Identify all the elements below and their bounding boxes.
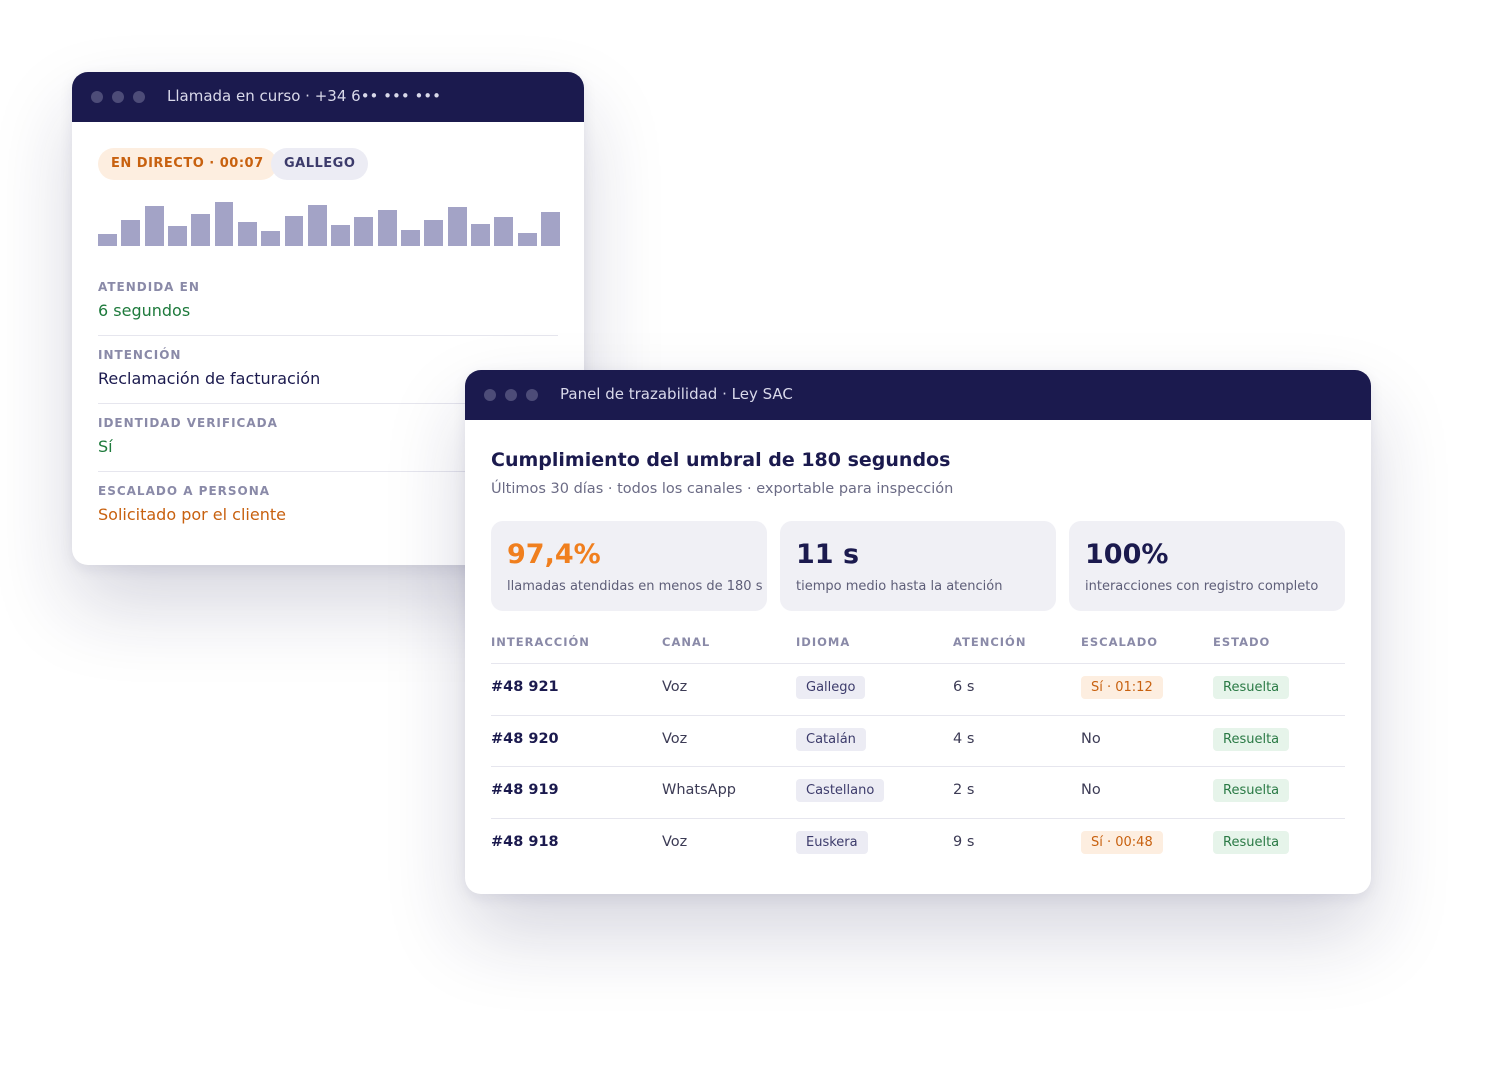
table-cell: #48 918 (491, 833, 559, 850)
window-dot (133, 91, 145, 103)
table-cell: #48 920 (491, 730, 559, 747)
table-cell: Euskera (796, 830, 868, 854)
field-divider (98, 335, 558, 336)
window-title: Llamada en curso · +34 6•• ••• ••• (167, 87, 442, 105)
stat-card: 97,4% llamadas atendidas en menos de 180 … (491, 521, 767, 611)
field-label: INTENCIÓN (98, 348, 182, 362)
field-label: ATENDIDA EN (98, 280, 200, 294)
column-header: ESCALADO (1081, 635, 1159, 649)
table-cell: Sí · 00:48 (1081, 830, 1163, 854)
column-header: CANAL (662, 635, 711, 649)
table-cell: Voz (662, 833, 688, 850)
panel-subheading: Últimos 30 días · todos los canales · ex… (491, 481, 954, 497)
window-dot (91, 91, 103, 103)
stat-label: llamadas atendidas en menos de 180 s (507, 579, 763, 594)
window-title: Panel de trazabilidad · Ley SAC (560, 385, 793, 403)
row-divider (491, 817, 1345, 819)
column-header: INTERACCIÓN (491, 635, 590, 649)
row-divider (491, 714, 1345, 716)
field-value: 6 segundos (98, 301, 191, 320)
row-divider (491, 766, 1345, 767)
column-header: ESTADO (1213, 635, 1271, 649)
live-badge: EN DIRECTO · 00:07 (98, 148, 277, 180)
table-cell: 9 s (953, 833, 975, 850)
field-value: Solicitado por el cliente (98, 505, 286, 524)
stat-card: 100% interacciones con registro completo (1069, 521, 1345, 611)
stat-value: 97,4% (507, 539, 601, 570)
language-badge: GALLEGO (271, 148, 369, 180)
column-header: IDIOMA (796, 635, 851, 649)
table-cell: Resuelta (1213, 830, 1290, 854)
table-cell: Voz (662, 730, 688, 747)
field-divider (98, 471, 558, 472)
stat-value: 11 s (796, 539, 860, 570)
stat-label: tiempo medio hasta la atención (796, 579, 1003, 594)
title-bar: Panel de trazabilidad · Ley SAC (465, 370, 1371, 420)
window-dot (526, 389, 538, 401)
table-cell: 4 s (953, 730, 975, 747)
stat-value: 100% (1085, 539, 1169, 570)
window-dot (505, 389, 517, 401)
field-value: Sí (98, 437, 113, 456)
table-cell: Catalán (796, 727, 866, 751)
table-cell: 6 s (953, 679, 975, 695)
column-header: ATENCIÓN (953, 635, 1027, 649)
stat-label: interacciones con registro completo (1085, 579, 1319, 594)
audio-waveform (98, 200, 560, 246)
panel-window: Panel de trazabilidad · Ley SAC Cumplimi… (465, 370, 1371, 894)
table-cell: Resuelta (1213, 676, 1290, 699)
field-label: IDENTIDAD VERIFICADA (98, 416, 278, 430)
window-dot (484, 389, 496, 401)
table-cell: 2 s (953, 782, 975, 798)
table-cell: Resuelta (1213, 779, 1290, 802)
table-cell: Castellano (796, 779, 885, 802)
row-divider (491, 663, 1345, 664)
panel-heading: Cumplimiento del umbral de 180 segundos (491, 449, 951, 471)
call-window: Llamada en curso · +34 6•• ••• ••• EN DI… (72, 72, 584, 565)
field-divider (98, 403, 558, 404)
table-cell: #48 919 (491, 782, 559, 798)
title-bar: Llamada en curso · +34 6•• ••• ••• (72, 72, 584, 122)
field-label: ESCALADO A PERSONA (98, 484, 271, 498)
table-cell: WhatsApp (662, 782, 736, 798)
stat-card: 11 s tiempo medio hasta la atención (780, 521, 1056, 611)
table-cell: No (1081, 782, 1101, 798)
table-cell: Sí · 01:12 (1081, 676, 1163, 699)
table-cell: #48 921 (491, 679, 559, 695)
table-cell: Gallego (796, 676, 866, 699)
field-value: Reclamación de facturación (98, 369, 321, 388)
table-cell: Voz (662, 679, 688, 695)
table-cell: Resuelta (1213, 727, 1290, 751)
window-dot (112, 91, 124, 103)
table-cell: No (1081, 730, 1101, 747)
